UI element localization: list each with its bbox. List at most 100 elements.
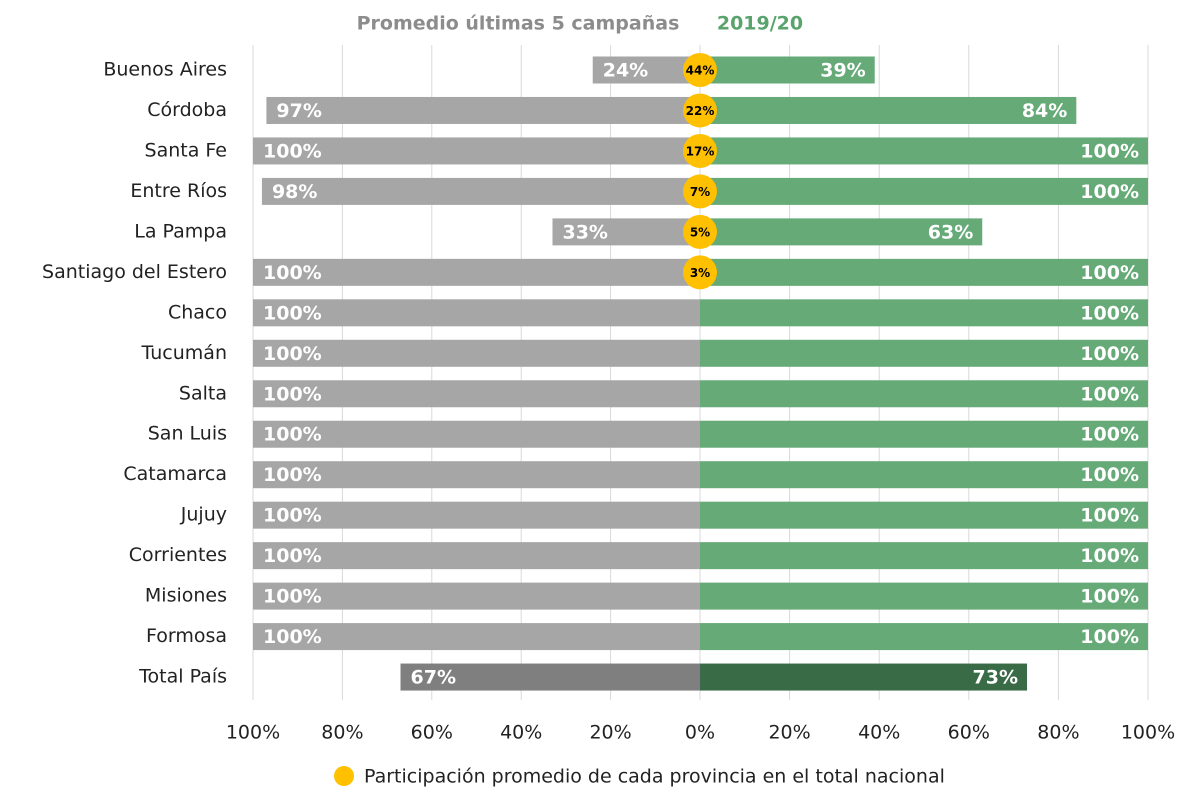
value-label: 100% [263,262,322,284]
value-label: 100% [1080,586,1139,608]
bar [253,420,700,448]
value-label: 100% [1080,545,1139,567]
value-label: 100% [1080,302,1139,324]
share-label: 3% [690,266,710,280]
bar [253,258,700,286]
x-tick-label: 60% [411,722,453,744]
value-label: 100% [263,302,322,324]
bar [700,96,1077,124]
right-series-title: 2019/20 [717,13,803,35]
x-tick-label: 40% [858,722,900,744]
y-tick-label: Buenos Aires [103,59,227,81]
y-tick-label: Misiones [145,585,227,607]
bar [700,501,1148,529]
share-label: 22% [686,104,715,118]
value-label: 73% [973,667,1018,689]
x-tick-label: 20% [589,722,631,744]
value-label: 100% [1080,181,1139,203]
share-label: 17% [686,144,715,158]
bar [552,218,700,246]
y-tick-label: Tucumán [141,342,227,364]
share-marker [683,133,717,168]
value-label: 67% [411,667,456,689]
value-label: 84% [1022,100,1067,122]
y-tick-label: Entre Ríos [130,180,227,202]
bar [700,380,1148,408]
value-label: 100% [263,626,322,648]
x-tick-label: 100% [1121,722,1175,744]
y-tick-label: Catamarca [123,463,227,485]
bar [700,623,1148,651]
value-label: 100% [263,545,322,567]
value-label: 100% [263,464,322,486]
value-label: 100% [263,383,322,405]
bar [253,582,700,610]
y-tick-label: Salta [179,382,227,404]
bar [253,339,700,367]
value-label: 100% [1080,505,1139,527]
bar [253,380,700,408]
bar [700,218,983,246]
bar [253,501,700,529]
y-tick-label: Total País [138,666,227,688]
value-label: 97% [276,100,321,122]
x-tick-label: 100% [226,722,280,744]
y-tick-label: San Luis [148,423,227,445]
value-label: 100% [263,505,322,527]
x-tick-label: 80% [1037,722,1079,744]
value-label: 100% [263,586,322,608]
bar [253,542,700,570]
bar [253,137,700,165]
bar [700,258,1148,286]
left-series-title: Promedio últimas 5 campañas [357,13,680,35]
share-marker [683,214,717,249]
bar [266,96,700,124]
bar [700,137,1148,165]
y-tick-label: Jujuy [180,504,227,526]
y-tick-label: Corrientes [129,544,227,566]
bar [253,299,700,327]
value-label: 39% [820,60,865,82]
y-tick-label: La Pampa [134,220,227,242]
x-tick-label: 0% [685,722,715,744]
bar [700,299,1148,327]
bar [253,623,700,651]
value-label: 100% [1080,140,1139,162]
value-label: 100% [1080,383,1139,405]
bar [261,177,700,205]
value-label: 63% [928,221,973,243]
bar [700,542,1148,570]
share-marker [683,174,717,209]
y-tick-label: Santiago del Estero [42,261,227,283]
share-label: 5% [690,225,710,239]
legend: Participación promedio de cada provincia… [334,766,945,788]
value-label: 100% [1080,424,1139,446]
y-tick-label: Chaco [168,301,227,323]
x-tick-label: 60% [948,722,990,744]
value-label: 100% [1080,343,1139,365]
bar [700,420,1148,448]
x-tick-label: 20% [768,722,810,744]
value-label: 100% [1080,262,1139,284]
x-tick-label: 80% [321,722,363,744]
value-label: 24% [603,60,648,82]
x-tick-label: 40% [500,722,542,744]
value-label: 100% [263,424,322,446]
share-label: 7% [690,185,710,199]
bar [700,56,875,84]
share-marker [683,53,717,87]
bar [700,177,1148,205]
y-tick-label: Córdoba [147,99,227,121]
bar [400,663,700,691]
share-label: 44% [686,64,715,78]
value-label: 33% [562,221,607,243]
value-label: 100% [1080,626,1139,648]
value-label: 100% [1080,464,1139,486]
bar [253,461,700,489]
bar [700,582,1148,610]
share-marker [683,255,717,290]
bar [700,339,1148,367]
value-label: 100% [263,140,322,162]
legend-label: Participación promedio de cada provincia… [364,766,945,788]
